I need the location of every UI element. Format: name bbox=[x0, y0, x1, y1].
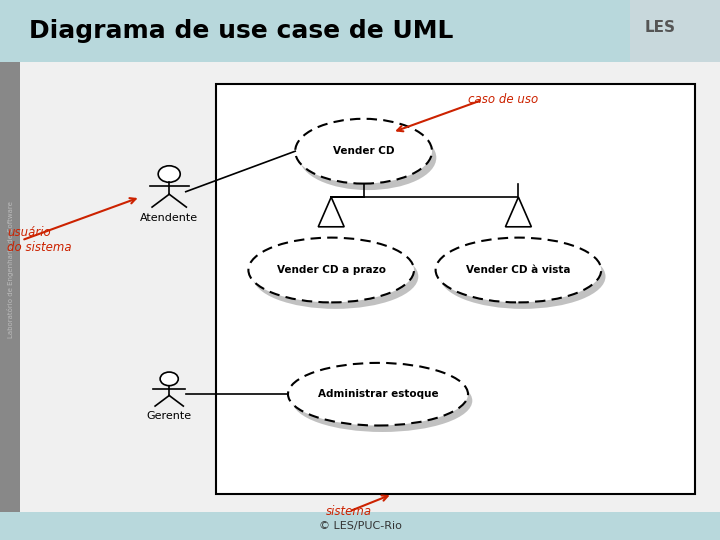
Ellipse shape bbox=[158, 166, 180, 183]
Ellipse shape bbox=[295, 119, 432, 184]
Polygon shape bbox=[318, 197, 344, 227]
Bar bbox=[0, 0, 720, 62]
Text: caso de uso: caso de uso bbox=[468, 93, 539, 106]
Text: Vender CD à vista: Vender CD à vista bbox=[466, 265, 571, 275]
Text: © LES/PUC-Rio: © LES/PUC-Rio bbox=[318, 521, 402, 531]
Ellipse shape bbox=[300, 125, 436, 190]
Bar bbox=[0, 512, 720, 540]
Text: Vender CD: Vender CD bbox=[333, 146, 395, 156]
Polygon shape bbox=[505, 197, 531, 227]
Ellipse shape bbox=[248, 238, 414, 302]
Text: LES: LES bbox=[644, 21, 675, 36]
Bar bbox=[630, 0, 720, 62]
Ellipse shape bbox=[288, 363, 468, 426]
Text: Laboratório de Engenharia de Software: Laboratório de Engenharia de Software bbox=[6, 201, 14, 339]
Ellipse shape bbox=[292, 369, 472, 432]
Ellipse shape bbox=[440, 244, 606, 309]
Bar bbox=[216, 84, 695, 494]
Text: Administrar estoque: Administrar estoque bbox=[318, 389, 438, 399]
Text: usuário
do sistema: usuário do sistema bbox=[7, 226, 72, 254]
Ellipse shape bbox=[253, 244, 418, 309]
Text: sistema: sistema bbox=[326, 505, 372, 518]
Ellipse shape bbox=[436, 238, 601, 302]
Text: Atendente: Atendente bbox=[140, 213, 198, 222]
Ellipse shape bbox=[160, 372, 179, 386]
Bar bbox=[0, 62, 20, 512]
Text: Vender CD a prazo: Vender CD a prazo bbox=[276, 265, 386, 275]
Text: Diagrama de use case de UML: Diagrama de use case de UML bbox=[29, 19, 453, 43]
Text: Gerente: Gerente bbox=[147, 410, 192, 421]
